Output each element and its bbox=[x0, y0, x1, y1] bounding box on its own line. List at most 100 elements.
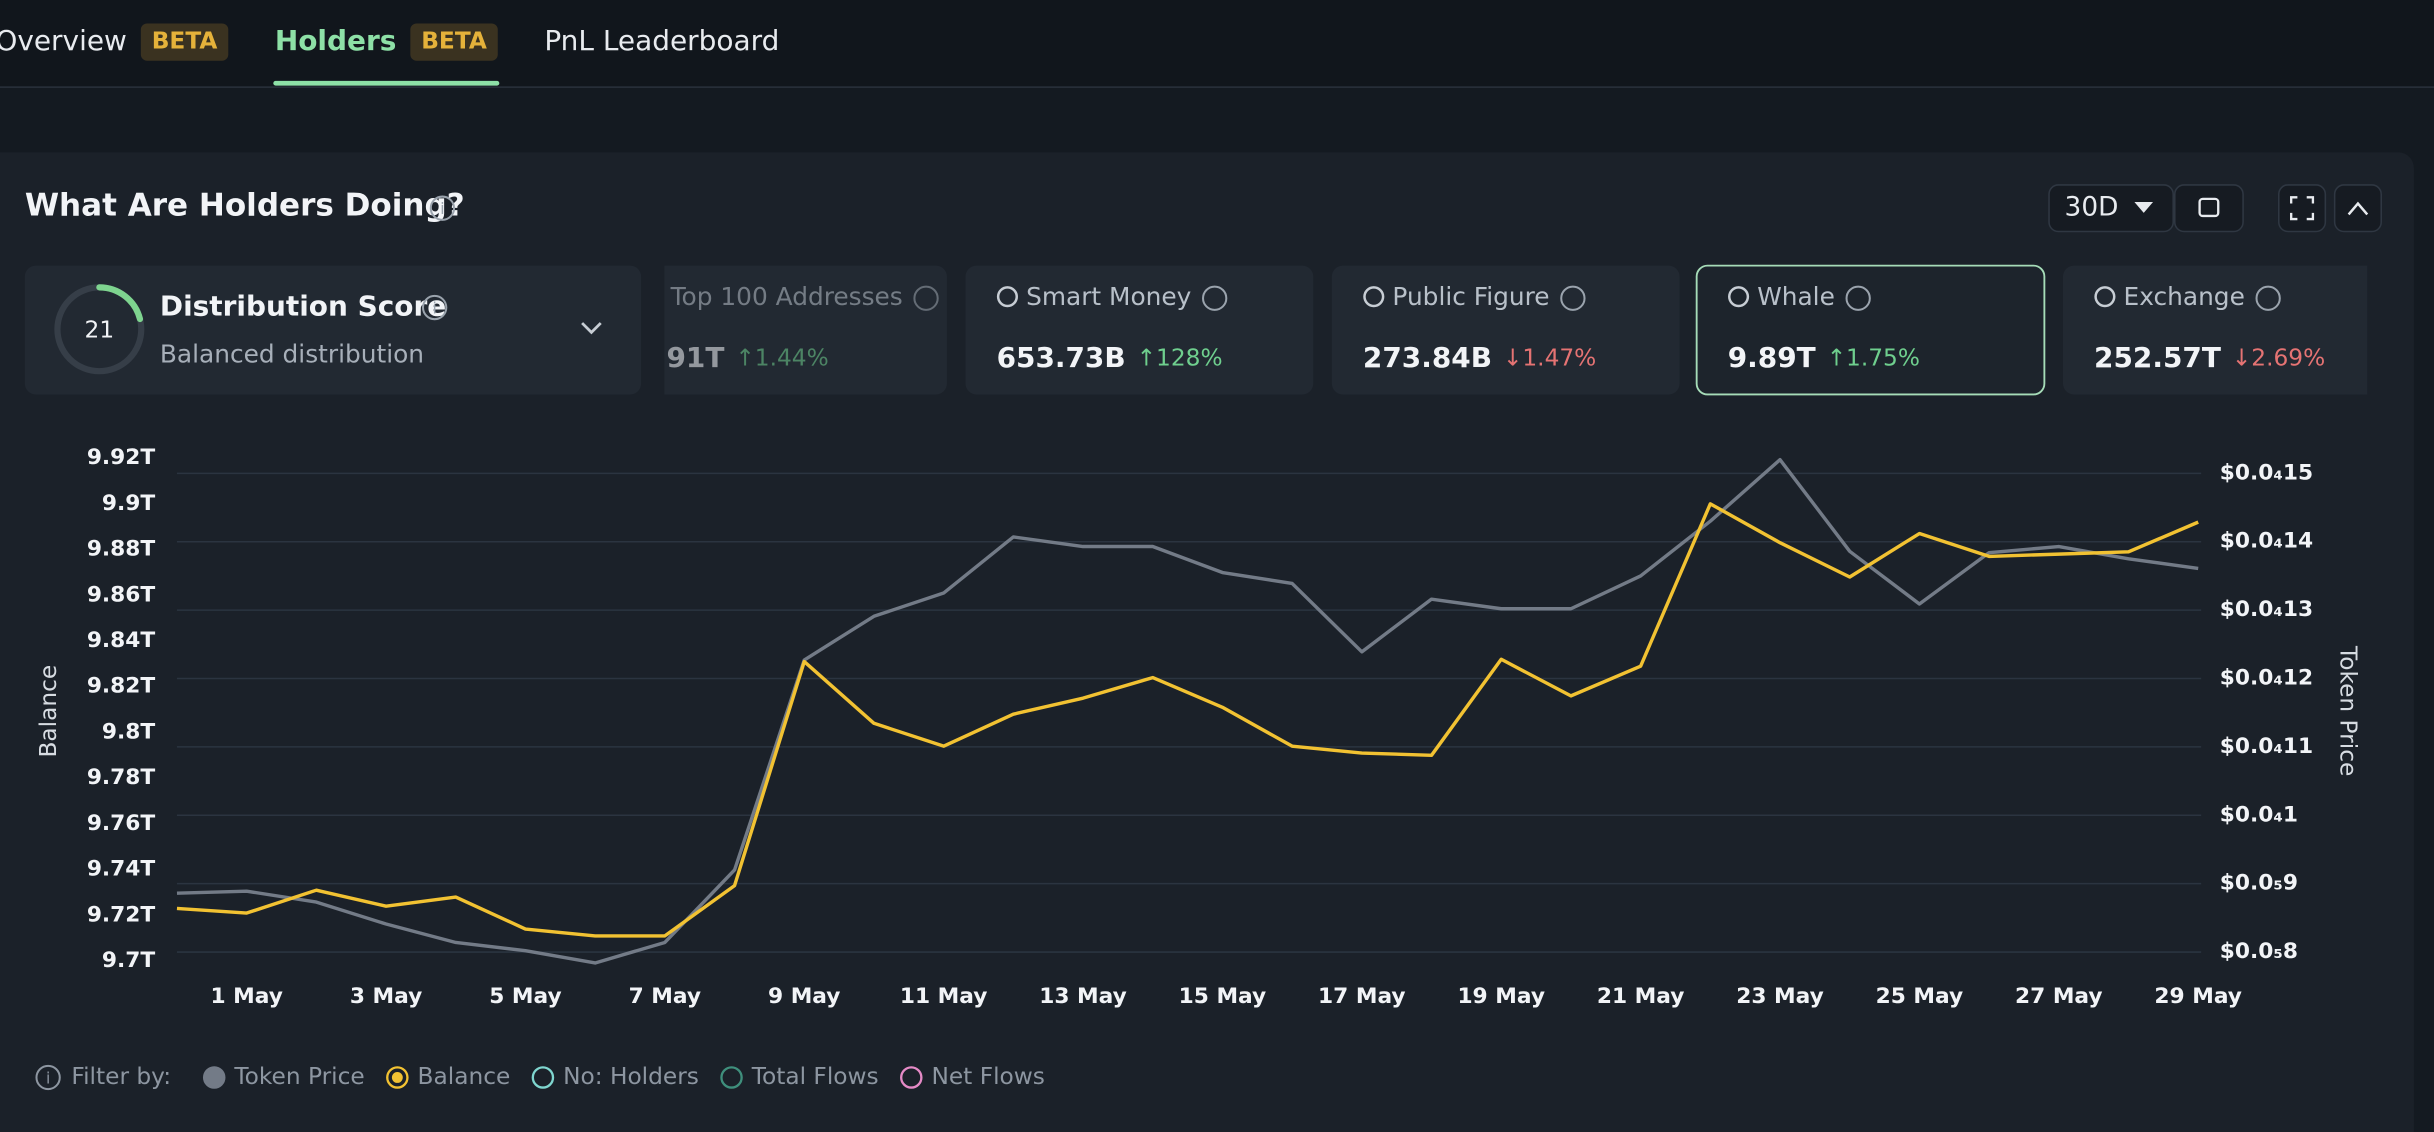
card-content: Exchange 252.57T ↓2.69% bbox=[2094, 282, 2325, 374]
info-icon[interactable] bbox=[1845, 285, 1871, 311]
y2-tick-label: $0.0₄14 bbox=[2220, 529, 2313, 554]
y-tick-label: 9.76T bbox=[87, 811, 156, 836]
card-content: Top 100 Addresses 4.91T ↑1.44% bbox=[636, 282, 939, 374]
x-tick-label: 23 May bbox=[1736, 984, 1824, 1009]
x-tick-label: 5 May bbox=[489, 984, 561, 1009]
info-icon-glyph: i bbox=[46, 1070, 50, 1088]
card-label: Whale bbox=[1757, 282, 1835, 311]
y-tick-label: 9.78T bbox=[87, 765, 156, 790]
series-line bbox=[176, 502, 2199, 938]
fullscreen-button[interactable] bbox=[2277, 184, 2327, 233]
info-icon[interactable] bbox=[1560, 285, 1586, 311]
info-icon[interactable] bbox=[421, 294, 448, 321]
x-tick-label: 7 May bbox=[629, 984, 701, 1009]
y2-tick-label: $0.0₄11 bbox=[2220, 734, 2313, 759]
x-tick-label: 13 May bbox=[1039, 984, 1127, 1009]
info-icon-glyph: i bbox=[432, 300, 436, 318]
y-tick-label: 9.7T bbox=[102, 948, 155, 973]
y2-tick-label: $0.0₅9 bbox=[2220, 871, 2298, 896]
series-line bbox=[176, 457, 2199, 965]
card-label: Public Figure bbox=[1392, 282, 1549, 311]
score-value: 21 bbox=[85, 316, 115, 343]
card-icon bbox=[996, 286, 1018, 308]
card-value: 273.84B bbox=[1363, 341, 1492, 374]
holder-card[interactable] bbox=[2063, 265, 2411, 395]
tab-label[interactable]: Holders bbox=[275, 24, 397, 57]
score-card[interactable] bbox=[24, 265, 642, 395]
holder-card[interactable] bbox=[1331, 265, 1680, 395]
x-tick-label: 29 May bbox=[2154, 984, 2242, 1009]
y-tick-label: 9.8T bbox=[102, 719, 155, 744]
legend-title: Filter by: bbox=[71, 1063, 171, 1090]
y-tick-label: 9.86T bbox=[87, 582, 156, 607]
info-icon[interactable] bbox=[35, 1064, 61, 1091]
y-tick-label: 9.84T bbox=[87, 628, 156, 653]
legend-marker[interactable] bbox=[531, 1066, 555, 1089]
legend-label[interactable]: Total Flows bbox=[751, 1063, 879, 1090]
card-content: Public Figure 273.84B ↓1.47% bbox=[1363, 282, 1596, 374]
holder-card[interactable] bbox=[1695, 264, 2046, 396]
card-change: ↓2.69% bbox=[2232, 344, 2325, 371]
x-tick-label: 15 May bbox=[1179, 984, 1267, 1009]
tab-badge-label: BETA bbox=[152, 28, 218, 55]
legend-marker[interactable] bbox=[720, 1066, 743, 1089]
legend-marker[interactable] bbox=[386, 1066, 409, 1089]
y2-tick-label: $0.0₄13 bbox=[2220, 597, 2313, 622]
x-tick-label: 17 May bbox=[1318, 984, 1406, 1009]
score-subtitle: Balanced distribution bbox=[160, 340, 424, 369]
tab-label[interactable]: PnL Leaderboard bbox=[544, 24, 779, 57]
range-select[interactable] bbox=[2048, 184, 2174, 233]
legend-label[interactable]: Balance bbox=[418, 1063, 511, 1090]
card-value: 4.91T bbox=[636, 341, 724, 374]
tab-bar bbox=[0, 0, 2434, 88]
legend: Token Price Balance No: Holders Total Flows… bbox=[202, 1063, 1045, 1090]
card-label: Top 100 Addresses bbox=[670, 282, 903, 311]
range-label: 30D bbox=[2065, 193, 2119, 223]
info-icon[interactable] bbox=[913, 285, 939, 311]
legend-label[interactable]: No: Holders bbox=[563, 1063, 699, 1090]
expand-icon[interactable] bbox=[581, 322, 602, 335]
tab-badge-label: BETA bbox=[421, 28, 487, 55]
y-tick-label: 9.9T bbox=[102, 491, 155, 516]
holder-card[interactable] bbox=[649, 265, 947, 395]
card-change: ↑128% bbox=[1137, 344, 1223, 371]
legend-marker-dot bbox=[391, 1072, 403, 1083]
score-title: Distribution Score bbox=[160, 290, 446, 323]
tab-label[interactable]: Overview bbox=[0, 24, 127, 57]
legend-label[interactable]: Net Flows bbox=[931, 1063, 1044, 1090]
info-icon[interactable] bbox=[1202, 285, 1228, 311]
card-icon bbox=[1728, 286, 1750, 308]
y2-axis-title: Token Price bbox=[2335, 645, 2362, 776]
x-tick-label: 25 May bbox=[1876, 984, 1964, 1009]
y2-tick-label: $0.0₄1 bbox=[2220, 802, 2298, 827]
card-label: Exchange bbox=[2124, 282, 2245, 311]
info-icon-glyph: i bbox=[440, 200, 444, 218]
dropdown-caret bbox=[2134, 201, 2154, 213]
cards: Top 100 Addresses 4.91T ↑1.44% Smart Money 6… bbox=[636, 264, 2411, 396]
y-tick-label: 9.92T bbox=[87, 445, 156, 470]
x-tick-label: 1 May bbox=[210, 984, 282, 1009]
legend-marker[interactable] bbox=[900, 1066, 923, 1089]
x-tick-label: 11 May bbox=[900, 984, 988, 1009]
y2-tick-label: $0.0₄15 bbox=[2220, 460, 2313, 485]
collapse-icon bbox=[2347, 201, 2369, 216]
calendar-icon bbox=[2198, 197, 2220, 218]
x-tick-label: 27 May bbox=[2015, 984, 2103, 1009]
card-icon bbox=[1363, 286, 1385, 308]
calendar-button[interactable] bbox=[2173, 184, 2244, 233]
card-change: ↑1.75% bbox=[1827, 344, 1920, 371]
legend-marker[interactable] bbox=[202, 1066, 226, 1089]
info-icon[interactable] bbox=[429, 195, 456, 221]
legend-label[interactable]: Token Price bbox=[233, 1063, 364, 1090]
y-tick-label: 9.82T bbox=[87, 674, 156, 699]
x-tick-label: 19 May bbox=[1457, 984, 1545, 1009]
x-tick-label: 21 May bbox=[1597, 984, 1685, 1009]
card-value: 653.73B bbox=[997, 341, 1126, 374]
info-icon[interactable] bbox=[2255, 285, 2281, 311]
card-icon bbox=[2094, 286, 2116, 308]
collapse-button[interactable] bbox=[2333, 184, 2382, 233]
x-tick-label: 3 May bbox=[350, 984, 422, 1009]
chart: $0.0₅8 $0.0₅9 $0.0₄1 $0.0₄11 $0.0₄12 $0.0₄13 $… bbox=[87, 445, 2313, 1009]
